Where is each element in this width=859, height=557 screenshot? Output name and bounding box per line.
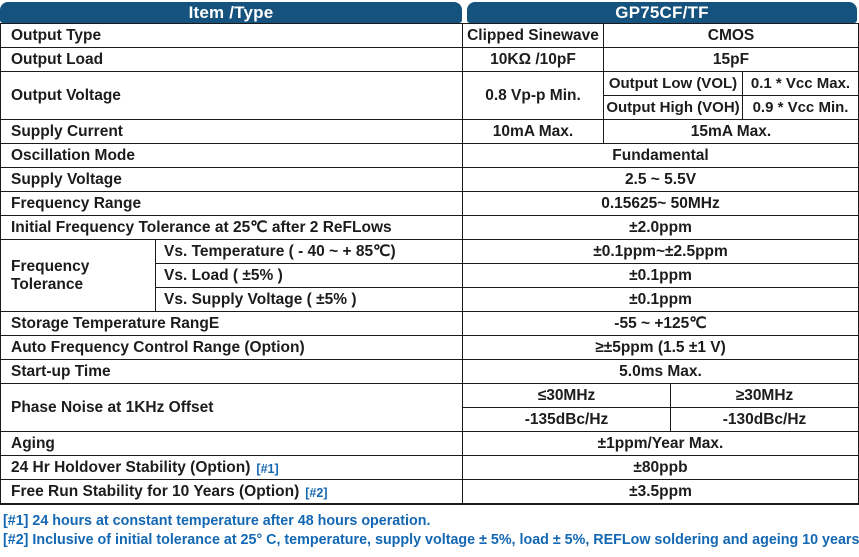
frequency-range-label: Frequency Range [1, 192, 463, 215]
frequency-tolerance-label: Frequency Tolerance [1, 240, 156, 311]
footnote-2: [#2] Inclusive of initial tolerance at 2… [3, 532, 859, 548]
vs-temperature-value-row: ±0.1ppm~±2.5ppm [463, 240, 858, 264]
output-load-label: Output Load [1, 48, 463, 71]
startup-time-label: Start-up Time [1, 360, 463, 383]
supply-voltage-value: 2.5 ~ 5.5V [624, 170, 697, 188]
initial-tolerance-label: Initial Frequency Tolerance at 25℃ after… [1, 216, 463, 239]
vs-load-row: Vs. Load ( ±5% ) [156, 264, 462, 288]
holdover-label-text: 24 Hr Holdover Stability (Option) [11, 458, 251, 476]
oscillation-mode-label: Oscillation Mode [1, 144, 463, 167]
phase-noise-value-row: -135dBc/Hz -130dBc/Hz [463, 408, 858, 431]
holdover-footnote-tag: [#1] [256, 461, 279, 476]
free-run-footnote-tag: [#2] [305, 485, 328, 500]
afc-range-label: Auto Frequency Control Range (Option) [1, 336, 463, 359]
output-voltage-cmos-subtable: Output Low (VOL) 0.1 * Vcc Max. Output H… [604, 72, 858, 119]
aging-label: Aging [1, 432, 463, 455]
voh-value: 0.9 * Vcc Min. [752, 99, 849, 116]
oscillation-mode-value: Fundamental [612, 146, 709, 164]
free-run-label-text: Free Run Stability for 10 Years (Option) [11, 482, 300, 500]
vol-value: 0.1 * Vcc Max. [750, 75, 851, 92]
spec-table: Output Type Clipped Sinewave CMOS Output… [0, 23, 859, 505]
phase-noise-label: Phase Noise at 1KHz Offset [1, 384, 463, 431]
row-output-load: Output Load 10KΩ /10pF 15pF [1, 48, 858, 72]
supply-voltage-label: Supply Voltage [1, 168, 463, 191]
supply-current-clipped-value: 10mA Max. [463, 120, 604, 143]
vs-load-label: Vs. Load ( ±5% ) [164, 266, 283, 284]
header-product-model: GP75CF/TF [467, 2, 857, 23]
output-load-clipped-value: 10KΩ /10pF [463, 48, 604, 71]
row-startup-time: Start-up Time 5.0ms Max. [1, 360, 858, 384]
row-oscillation-mode: Oscillation Mode Fundamental [1, 144, 858, 168]
phase-noise-low-value: -135dBc/Hz [463, 408, 671, 431]
phase-noise-subtable: ≤30MHz ≥30MHz -135dBc/Hz -130dBc/Hz [463, 384, 858, 431]
row-supply-voltage: Supply Voltage 2.5 ~ 5.5V [1, 168, 858, 192]
vs-load-value-row: ±0.1ppm [463, 264, 858, 288]
output-type-clipped-value: Clipped Sinewave [463, 24, 604, 47]
phase-noise-high-value: -130dBc/Hz [722, 410, 807, 428]
footnote-1: [#1] 24 hours at constant temperature af… [3, 513, 431, 529]
frequency-range-value: 0.15625~ 50MHz [601, 194, 720, 212]
table-header-row: Item /Type GP75CF/TF [0, 0, 859, 23]
vol-label: Output Low (VOL) [604, 72, 743, 95]
header-item-type: Item /Type [0, 2, 462, 23]
row-afc-range: Auto Frequency Control Range (Option) ≥±… [1, 336, 858, 360]
supply-current-label: Supply Current [1, 120, 463, 143]
voh-label: Output High (VOH) [604, 96, 743, 119]
row-frequency-range: Frequency Range 0.15625~ 50MHz [1, 192, 858, 216]
supply-current-cmos-value: 15mA Max. [690, 122, 772, 140]
vs-supply-voltage-row: Vs. Supply Voltage ( ±5% ) [156, 288, 462, 311]
vs-supply-voltage-value-row: ±0.1ppm [463, 288, 858, 311]
row-phase-noise: Phase Noise at 1KHz Offset ≤30MHz ≥30MHz… [1, 384, 858, 432]
row-initial-tolerance: Initial Frequency Tolerance at 25℃ after… [1, 216, 858, 240]
storage-temperature-value: -55 ~ +125℃ [614, 315, 707, 332]
vs-supply-voltage-label: Vs. Supply Voltage ( ±5% ) [164, 290, 357, 308]
output-type-label: Output Type [1, 24, 463, 47]
free-run-label: Free Run Stability for 10 Years (Option)… [1, 480, 463, 503]
frequency-tolerance-values: ±0.1ppm~±2.5ppm ±0.1ppm ±0.1ppm [463, 240, 858, 311]
storage-temperature-label: Storage Temperature RangE [1, 312, 463, 335]
vs-temperature-value: ±0.1ppm~±2.5ppm [593, 242, 728, 260]
initial-tolerance-value: ±2.0ppm [629, 218, 692, 236]
vs-temperature-label: Vs. Temperature ( - 40 ~ + 85℃) [164, 243, 396, 260]
row-storage-temperature: Storage Temperature RangE -55 ~ +125℃ [1, 312, 858, 336]
startup-time-value: 5.0ms Max. [619, 362, 702, 380]
output-type-cmos-value: CMOS [707, 26, 755, 44]
vs-load-value: ±0.1ppm [629, 266, 692, 284]
output-voltage-vol-row: Output Low (VOL) 0.1 * Vcc Max. [604, 72, 858, 96]
row-free-run-stability: Free Run Stability for 10 Years (Option)… [1, 480, 858, 505]
vs-supply-voltage-value: ±0.1ppm [629, 290, 692, 308]
row-holdover-stability: 24 Hr Holdover Stability (Option) [#1] ±… [1, 456, 858, 480]
row-supply-current: Supply Current 10mA Max. 15mA Max. [1, 120, 858, 144]
output-voltage-voh-row: Output High (VOH) 0.9 * Vcc Min. [604, 96, 858, 119]
phase-noise-high-header: ≥30MHz [735, 386, 794, 404]
free-run-value: ±3.5ppm [629, 482, 692, 500]
output-voltage-clipped-value: 0.8 Vp-p Min. [463, 72, 604, 119]
output-load-cmos-value: 15pF [712, 50, 750, 68]
footnotes: [#1] 24 hours at constant temperature af… [0, 505, 859, 550]
phase-noise-header-row: ≤30MHz ≥30MHz [463, 384, 858, 408]
holdover-value: ±80ppb [633, 458, 688, 476]
row-frequency-tolerance: Frequency Tolerance Vs. Temperature ( - … [1, 240, 858, 312]
afc-range-value: ≥±5ppm (1.5 ±1 V) [595, 338, 726, 356]
vs-temperature-row: Vs. Temperature ( - 40 ~ + 85℃) [156, 240, 462, 264]
frequency-tolerance-conditions: Vs. Temperature ( - 40 ~ + 85℃) Vs. Load… [156, 240, 463, 311]
phase-noise-low-header: ≤30MHz [463, 384, 671, 407]
output-voltage-label: Output Voltage [1, 72, 463, 119]
row-output-voltage: Output Voltage 0.8 Vp-p Min. Output Low … [1, 72, 858, 120]
row-output-type: Output Type Clipped Sinewave CMOS [1, 24, 858, 48]
aging-value: ±1ppm/Year Max. [597, 434, 724, 452]
holdover-label: 24 Hr Holdover Stability (Option) [#1] [1, 456, 463, 479]
row-aging: Aging ±1ppm/Year Max. [1, 432, 858, 456]
